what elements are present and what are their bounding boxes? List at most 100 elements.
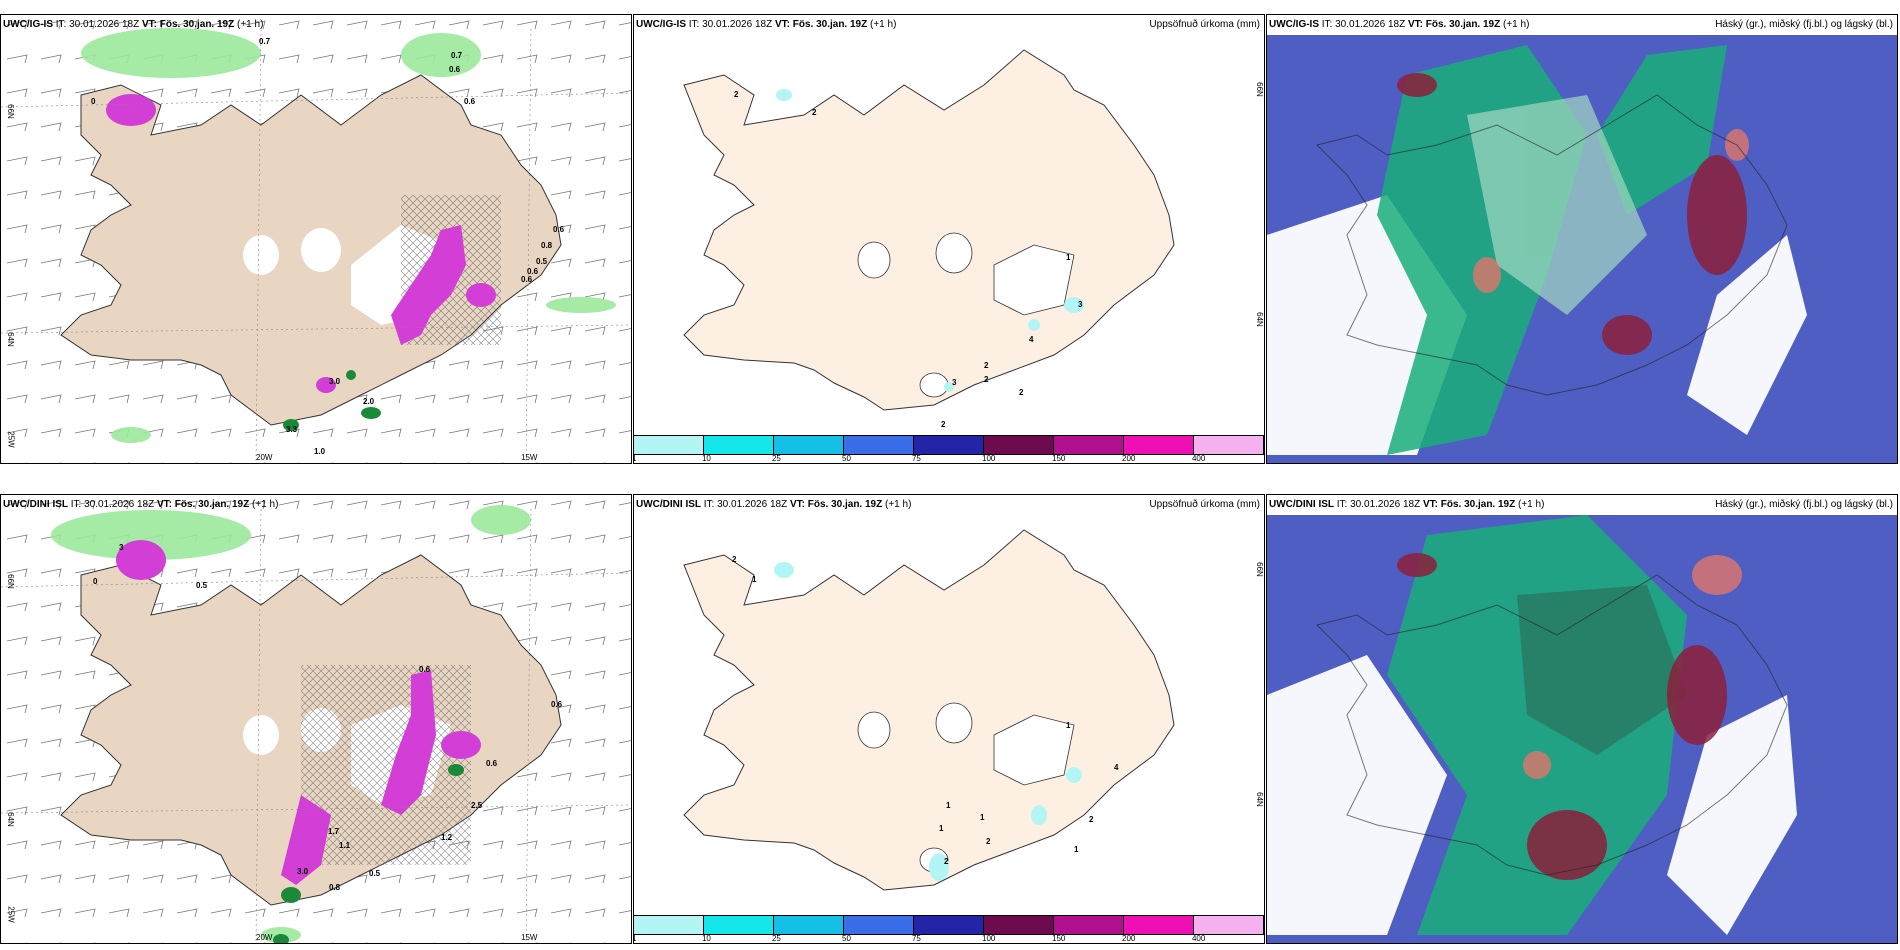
glaciers — [857, 702, 1075, 873]
model-name: UWC/DINI ISL — [3, 499, 68, 510]
map-canvas — [683, 529, 1175, 891]
legend-swatch — [704, 436, 774, 454]
legend-label: 200 — [1122, 454, 1136, 463]
value-label: 1 — [980, 813, 985, 822]
value-label: 1 — [1074, 845, 1079, 854]
lat-label-64n: 64N — [5, 812, 15, 827]
legend-swatch — [844, 916, 914, 934]
value-label: 0.5 — [536, 257, 548, 266]
model-name: UWC/DINI ISL — [636, 499, 701, 510]
panel-header: UWC/IG-IS IT: 30.01.2026 18Z VT: Fös. 30… — [1269, 19, 1529, 30]
value-label: 0.7 — [451, 51, 463, 60]
model-name: UWC/IG-IS — [3, 19, 53, 30]
map-canvas — [1, 15, 631, 463]
value-label: 2.5 — [471, 801, 483, 810]
value-label: 1 — [752, 575, 757, 584]
value-label: 1 — [946, 801, 951, 810]
value-label: 3 — [952, 378, 957, 387]
value-label: 1.1 — [339, 841, 351, 850]
cloud-map-canvas — [1267, 35, 1897, 463]
iceland-outline — [683, 529, 1175, 891]
legend-label: 75 — [911, 934, 921, 943]
value-label: 2 — [984, 375, 989, 384]
cloud-map-canvas — [1267, 515, 1897, 943]
vt-value: Fös. 30.jan. 19Z — [159, 19, 235, 30]
vt-value: Fös. 30.jan. 19Z — [1440, 499, 1516, 510]
legend-label: 75 — [911, 454, 921, 463]
value-label: 0.6 — [551, 700, 563, 709]
it-value: 30.01.2026 18Z — [1350, 499, 1421, 510]
precip-snow — [116, 540, 481, 885]
vt-label: VT: — [156, 499, 172, 510]
precip-rain-dark — [273, 764, 464, 943]
glaciers — [857, 232, 1075, 398]
legend-label: 25 — [771, 934, 781, 943]
value-label: 0.8 — [541, 241, 553, 250]
value-label: 1 — [939, 824, 944, 833]
legend-swatch — [914, 436, 984, 454]
value-label: 2 — [732, 555, 737, 564]
value-label: 0.6 — [419, 665, 431, 674]
legend-label: 400 — [1191, 934, 1206, 943]
value-label: 0.6 — [527, 267, 539, 276]
value-label: 1 — [1066, 721, 1071, 730]
legend-swatch — [704, 916, 774, 934]
value-label: 3.0 — [297, 867, 309, 876]
value-label: 0.5 — [369, 869, 381, 878]
legend-swatch — [1124, 916, 1194, 934]
value-label: 0.8 — [329, 883, 341, 892]
it-label: IT: — [55, 19, 67, 30]
map-panel-accum-precip-dini: UWC/DINI ISL IT: 30.01.2026 18Z VT: Fös.… — [633, 494, 1265, 944]
value-label: 1.7 — [328, 827, 340, 836]
it-label: IT: — [1336, 499, 1348, 510]
value-label: 0 — [91, 97, 96, 106]
precip-legend: 1 10 25 50 75 100 150 200 400 — [634, 915, 1264, 943]
map-canvas — [683, 49, 1175, 411]
value-label: 4 — [1114, 763, 1119, 772]
lead-time: (+1 h) — [237, 19, 264, 30]
thick-clouds — [1397, 553, 1727, 880]
low-clouds — [1467, 95, 1647, 315]
legend-swatch — [634, 436, 704, 454]
panel-header: UWC/DINI ISL IT: 30.01.2026 18Z VT: Fös.… — [636, 499, 911, 510]
model-name: UWC/DINI ISL — [1269, 499, 1334, 510]
legend-label: 1 — [634, 934, 636, 943]
vt-value: Fös. 30.jan. 19Z — [792, 19, 868, 30]
panel-title-right: Uppsöfnuð úrkoma (mm) — [1149, 19, 1260, 30]
lat-label-66n: 66N — [5, 104, 15, 119]
legend-label: 25 — [771, 454, 781, 463]
panel-title-right: Uppsöfnuð úrkoma (mm) — [1149, 499, 1260, 510]
thick-clouds — [1397, 73, 1747, 355]
it-value: 30.01.2026 18Z — [69, 19, 140, 30]
map-panel-accum-precip-igis: UWC/IG-IS IT: 30.01.2026 18Z VT: Fös. 30… — [633, 14, 1265, 464]
legend-swatch — [634, 916, 704, 934]
panel-title-right: Háský (gr.), miðský (fj.bl.) og lágský (… — [1715, 19, 1893, 30]
precip-rain-dark — [283, 370, 381, 431]
legend-swatch — [914, 916, 984, 934]
lat-label-64n: 64N — [1254, 792, 1264, 807]
value-label: 0.6 — [553, 225, 565, 234]
value-label: 2 — [944, 857, 949, 866]
lat-label-64n: 64N — [1254, 312, 1264, 327]
value-label: 0.6 — [521, 275, 533, 284]
legend-swatch — [774, 436, 844, 454]
it-label: IT: — [703, 499, 715, 510]
lead-time: (+1 h) — [1503, 19, 1530, 30]
legend-label: 150 — [1052, 934, 1066, 943]
lat-label-66n: 66N — [1254, 82, 1264, 97]
value-label: 0.6 — [464, 97, 476, 106]
value-label: 2 — [941, 420, 946, 429]
lead-time: (+1 h) — [885, 499, 912, 510]
it-label: IT: — [1321, 19, 1333, 30]
panel-header: UWC/DINI ISL IT: 30.01.2026 18Z VT: Fös.… — [3, 499, 278, 510]
vt-label: VT: — [141, 19, 157, 30]
value-label: 3 — [1078, 300, 1083, 309]
legend-swatch — [984, 916, 1054, 934]
legend-swatch — [844, 436, 914, 454]
precip-light — [774, 562, 1082, 881]
lon-label-20w: 20W — [256, 453, 273, 462]
vt-value: Fös. 30.jan. 19Z — [174, 499, 250, 510]
model-name: UWC/IG-IS — [1269, 19, 1319, 30]
panel-title-right: Háský (gr.), miðský (fj.bl.) og lágský (… — [1715, 499, 1893, 510]
lat-label-66n: 66N — [1254, 562, 1264, 577]
